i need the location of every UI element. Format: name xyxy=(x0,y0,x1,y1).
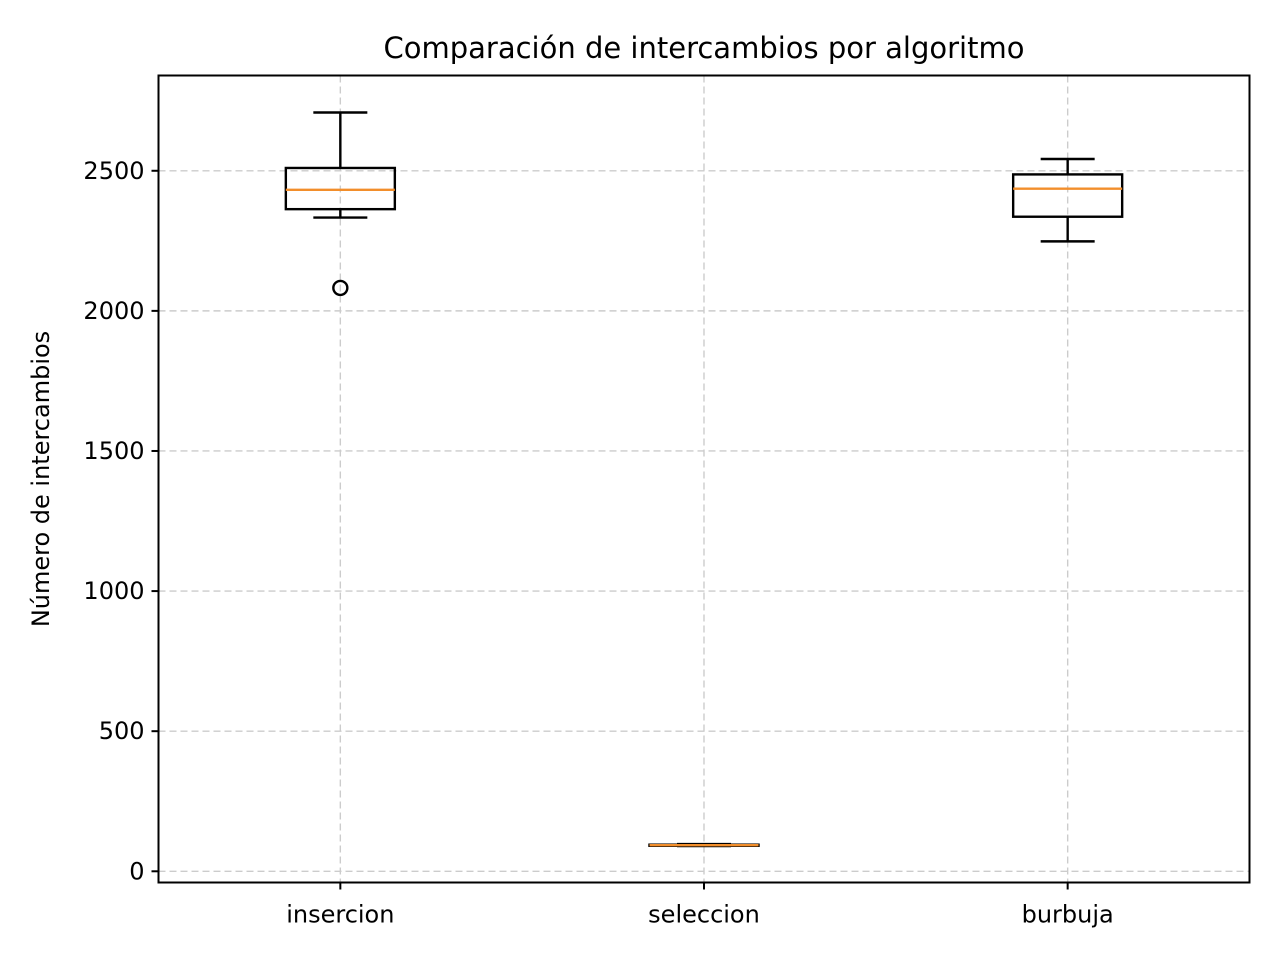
x-axis: insercion seleccion burbuja xyxy=(286,882,1114,929)
grid-lines xyxy=(158,75,1250,883)
y-tick-label-2500: 2500 xyxy=(83,157,144,185)
box-burbuja xyxy=(1011,157,1124,243)
y-tick-label-500: 500 xyxy=(99,717,145,745)
x-tick-label-insercion: insercion xyxy=(286,901,394,929)
y-tick-label-2000: 2000 xyxy=(83,297,144,325)
y-tick-label-1000: 1000 xyxy=(83,577,144,605)
y-tick-label-0: 0 xyxy=(129,857,144,885)
iqr-box-burbuja xyxy=(1011,173,1124,218)
y-axis-label: Número de intercambios xyxy=(27,331,55,627)
x-tick-label-burbuja: burbuja xyxy=(1022,901,1114,929)
chart-title: Comparación de intercambios por algoritm… xyxy=(384,31,1025,65)
box-plot-series xyxy=(284,111,1124,848)
y-axis: 0 500 1000 1500 2000 2500 xyxy=(83,157,159,885)
x-tick-label-seleccion: seleccion xyxy=(648,901,760,929)
box-insercion xyxy=(284,111,397,297)
y-tick-label-1500: 1500 xyxy=(83,437,144,465)
iqr-box-insercion xyxy=(284,166,397,211)
box-seleccion xyxy=(648,842,760,848)
outlier-insercion-0 xyxy=(332,279,349,297)
